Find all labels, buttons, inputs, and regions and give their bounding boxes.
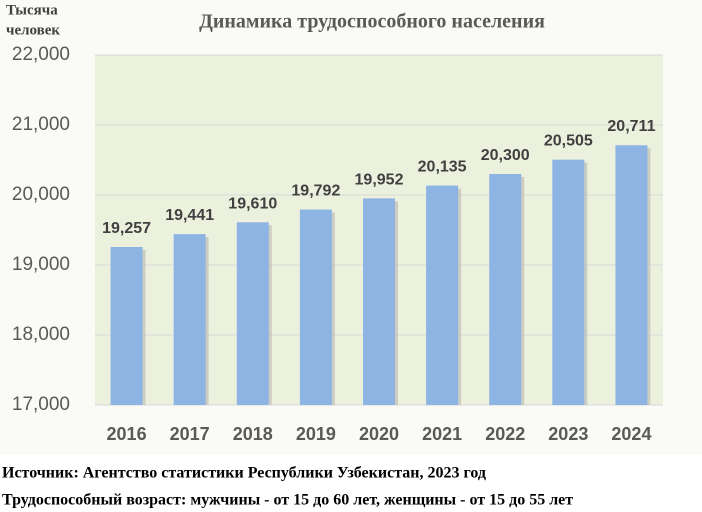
value-label: 20,711 xyxy=(607,118,655,135)
y-tick-label: 21,000 xyxy=(12,114,70,135)
x-tick-label: 2018 xyxy=(233,424,273,444)
x-tick-label: 2016 xyxy=(107,424,147,444)
bar xyxy=(615,145,648,406)
value-label: 19,610 xyxy=(228,195,277,212)
bar xyxy=(363,198,395,405)
value-label: 20,135 xyxy=(418,159,467,176)
chart-title: Динамика трудоспособного населения xyxy=(199,11,545,33)
value-label: 19,441 xyxy=(165,207,214,224)
x-tick-label: 2022 xyxy=(485,424,525,444)
footnote: Трудоспособный возраст: мужчины - от 15 … xyxy=(2,492,573,509)
y-tick-label: 19,000 xyxy=(12,254,70,275)
y-tick-label: 17,000 xyxy=(12,394,70,415)
y-tick-label: 18,000 xyxy=(12,324,70,345)
x-tick-label: 2023 xyxy=(548,424,588,444)
bar xyxy=(299,209,332,405)
x-tick-label: 2020 xyxy=(359,424,399,444)
value-label: 20,505 xyxy=(544,133,593,150)
bar xyxy=(552,159,585,405)
value-label: 19,792 xyxy=(291,183,340,200)
value-label: 20,300 xyxy=(481,147,530,164)
bar xyxy=(236,222,269,405)
value-label: 19,952 xyxy=(355,171,404,188)
x-tick-label: 2024 xyxy=(611,424,651,444)
value-label: 19,257 xyxy=(102,220,151,237)
y-tick-label: 22,000 xyxy=(12,44,70,65)
bar xyxy=(426,185,459,405)
bar xyxy=(489,174,522,405)
x-tick-label: 2017 xyxy=(170,424,210,444)
y-tick-label: 20,000 xyxy=(12,184,70,205)
footnote: Источник: Агентство статистики Республик… xyxy=(2,465,486,482)
x-tick-label: 2021 xyxy=(422,424,462,444)
x-tick-label: 2019 xyxy=(296,424,336,444)
y-axis-label: человек xyxy=(6,22,60,38)
y-axis-label: Тысяча xyxy=(6,2,58,18)
bar xyxy=(110,247,143,405)
bar xyxy=(173,234,206,405)
